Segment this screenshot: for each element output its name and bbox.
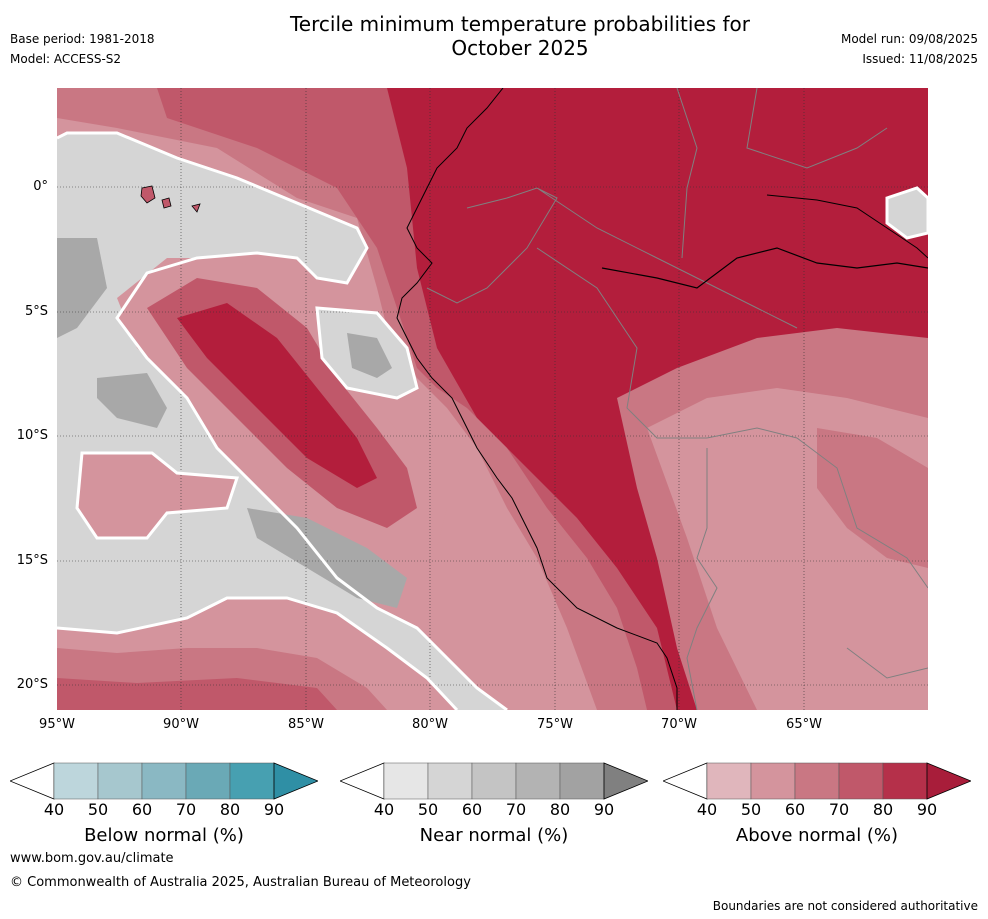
coastline (396, 88, 678, 710)
colorbar-tick: 90 (916, 800, 938, 819)
colorbar-tick: 70 (828, 800, 850, 819)
lon-label-75w: 75°W (537, 717, 573, 732)
colorbar-segment (838, 762, 884, 800)
colorbar-label-below: Below normal (%) (84, 825, 244, 846)
colorbar-segment (515, 762, 561, 800)
colorbar-segment (229, 762, 275, 800)
colorbar-extend-high (273, 762, 318, 800)
footer-disclaimer: Boundaries are not considered authoritat… (712, 899, 978, 913)
colorbar-segment (427, 762, 473, 800)
colorbar-tick: 40 (43, 800, 65, 819)
zone-near-70-mid (97, 373, 167, 428)
lat-label-5s: 5°S (24, 304, 48, 319)
zone-near-70-west (57, 238, 107, 338)
colorbar-label-above: Above normal (%) (735, 825, 899, 846)
colorbar-segment (750, 762, 796, 800)
lon-label-65w: 65°W (786, 717, 822, 732)
map-title: Tercile minimum temperature probabilitie… (200, 12, 840, 60)
graticule (57, 88, 928, 710)
galapagos-islands (140, 185, 201, 213)
zone-above-pocket (77, 453, 237, 538)
tercile-boundary-north (57, 131, 508, 710)
colorbar-segment (97, 762, 143, 800)
colorbar-segment (383, 762, 429, 800)
colorbar-extend-low (340, 762, 385, 800)
tercile-boundary-northeast (885, 186, 928, 240)
colorbar-segment (141, 762, 187, 800)
lon-label-95w: 95°W (39, 717, 75, 732)
river-north (766, 194, 928, 259)
colorbar-tick: 80 (219, 800, 241, 819)
footer-url[interactable]: www.bom.gov.au/climate (10, 851, 174, 866)
river (601, 247, 928, 289)
colorbar-tick: 90 (263, 800, 285, 819)
zone-near-70-south (247, 508, 407, 608)
colorbar-above-normal (663, 762, 971, 800)
zone-above-tongue-80 (177, 303, 377, 488)
country-borders (426, 88, 928, 710)
lon-label-80w: 80°W (412, 717, 448, 732)
tercile-boundary-pocket (75, 451, 240, 540)
colorbar-tick: 60 (461, 800, 483, 819)
colorbar-segment (53, 762, 99, 800)
lat-label-15s: 15°S (16, 553, 48, 568)
colorbar-label-near: Near normal (%) (419, 825, 569, 846)
issued-date: Issued: 11/08/2025 (862, 52, 978, 66)
model-run: Model run: 09/08/2025 (840, 32, 978, 46)
lat-label-20s: 20°S (16, 677, 48, 692)
probability-map (57, 88, 928, 710)
colorbar-segment (471, 762, 517, 800)
colorbar-tick: 50 (417, 800, 439, 819)
colorbar-segment (794, 762, 840, 800)
colorbar-tick: 80 (872, 800, 894, 819)
tercile-boundary-south (57, 596, 459, 710)
map-svg (57, 88, 928, 710)
lat-label-0: 0° (33, 179, 48, 194)
zone-land-60-east (817, 428, 928, 568)
colorbar-tick: 60 (784, 800, 806, 819)
colorbar-extend-high (603, 762, 648, 800)
colorbar-segment (882, 762, 928, 800)
colorbar-segment (706, 762, 752, 800)
footer-copyright: © Commonwealth of Australia 2025, Austra… (10, 875, 471, 890)
lon-label-85w: 85°W (288, 717, 324, 732)
colorbar-extend-high (926, 762, 971, 800)
zone-near-northeast (887, 188, 928, 238)
zone-near-50 (57, 133, 507, 710)
title-line-2: October 2025 (451, 36, 589, 60)
title-line-1: Tercile minimum temperature probabilitie… (289, 12, 751, 36)
colorbar-tick: 50 (87, 800, 109, 819)
colorbar-tick: 70 (505, 800, 527, 819)
lon-label-90w: 90°W (163, 717, 199, 732)
lat-label-10s: 10°S (16, 428, 48, 443)
colorbar-tick: 60 (131, 800, 153, 819)
zone-above-sw-70 (57, 678, 337, 710)
zone-near-island-70 (347, 333, 392, 378)
colorbar-tick: 70 (175, 800, 197, 819)
colorbar-segment (559, 762, 605, 800)
tercile-boundary-island (315, 306, 419, 400)
colorbar-below-normal (10, 762, 318, 800)
colorbar-tick: 40 (373, 800, 395, 819)
colorbar-extend-low (663, 762, 708, 800)
colorbar-tick: 40 (696, 800, 718, 819)
colorbar-tick: 80 (549, 800, 571, 819)
lon-label-70w: 70°W (661, 717, 697, 732)
colorbar-near-normal (340, 762, 648, 800)
base-period: Base period: 1981-2018 (10, 32, 155, 46)
colorbar-tick: 90 (593, 800, 615, 819)
model-name: Model: ACCESS-S2 (10, 52, 122, 66)
colorbar-segment (185, 762, 231, 800)
colorbar-tick: 50 (740, 800, 762, 819)
colorbar-extend-low (10, 762, 55, 800)
meta-right: Model run: 09/08/2025 Issued: 11/08/2025 (841, 29, 978, 69)
meta-left: Base period: 1981-2018 Model: ACCESS-S2 (10, 29, 155, 69)
